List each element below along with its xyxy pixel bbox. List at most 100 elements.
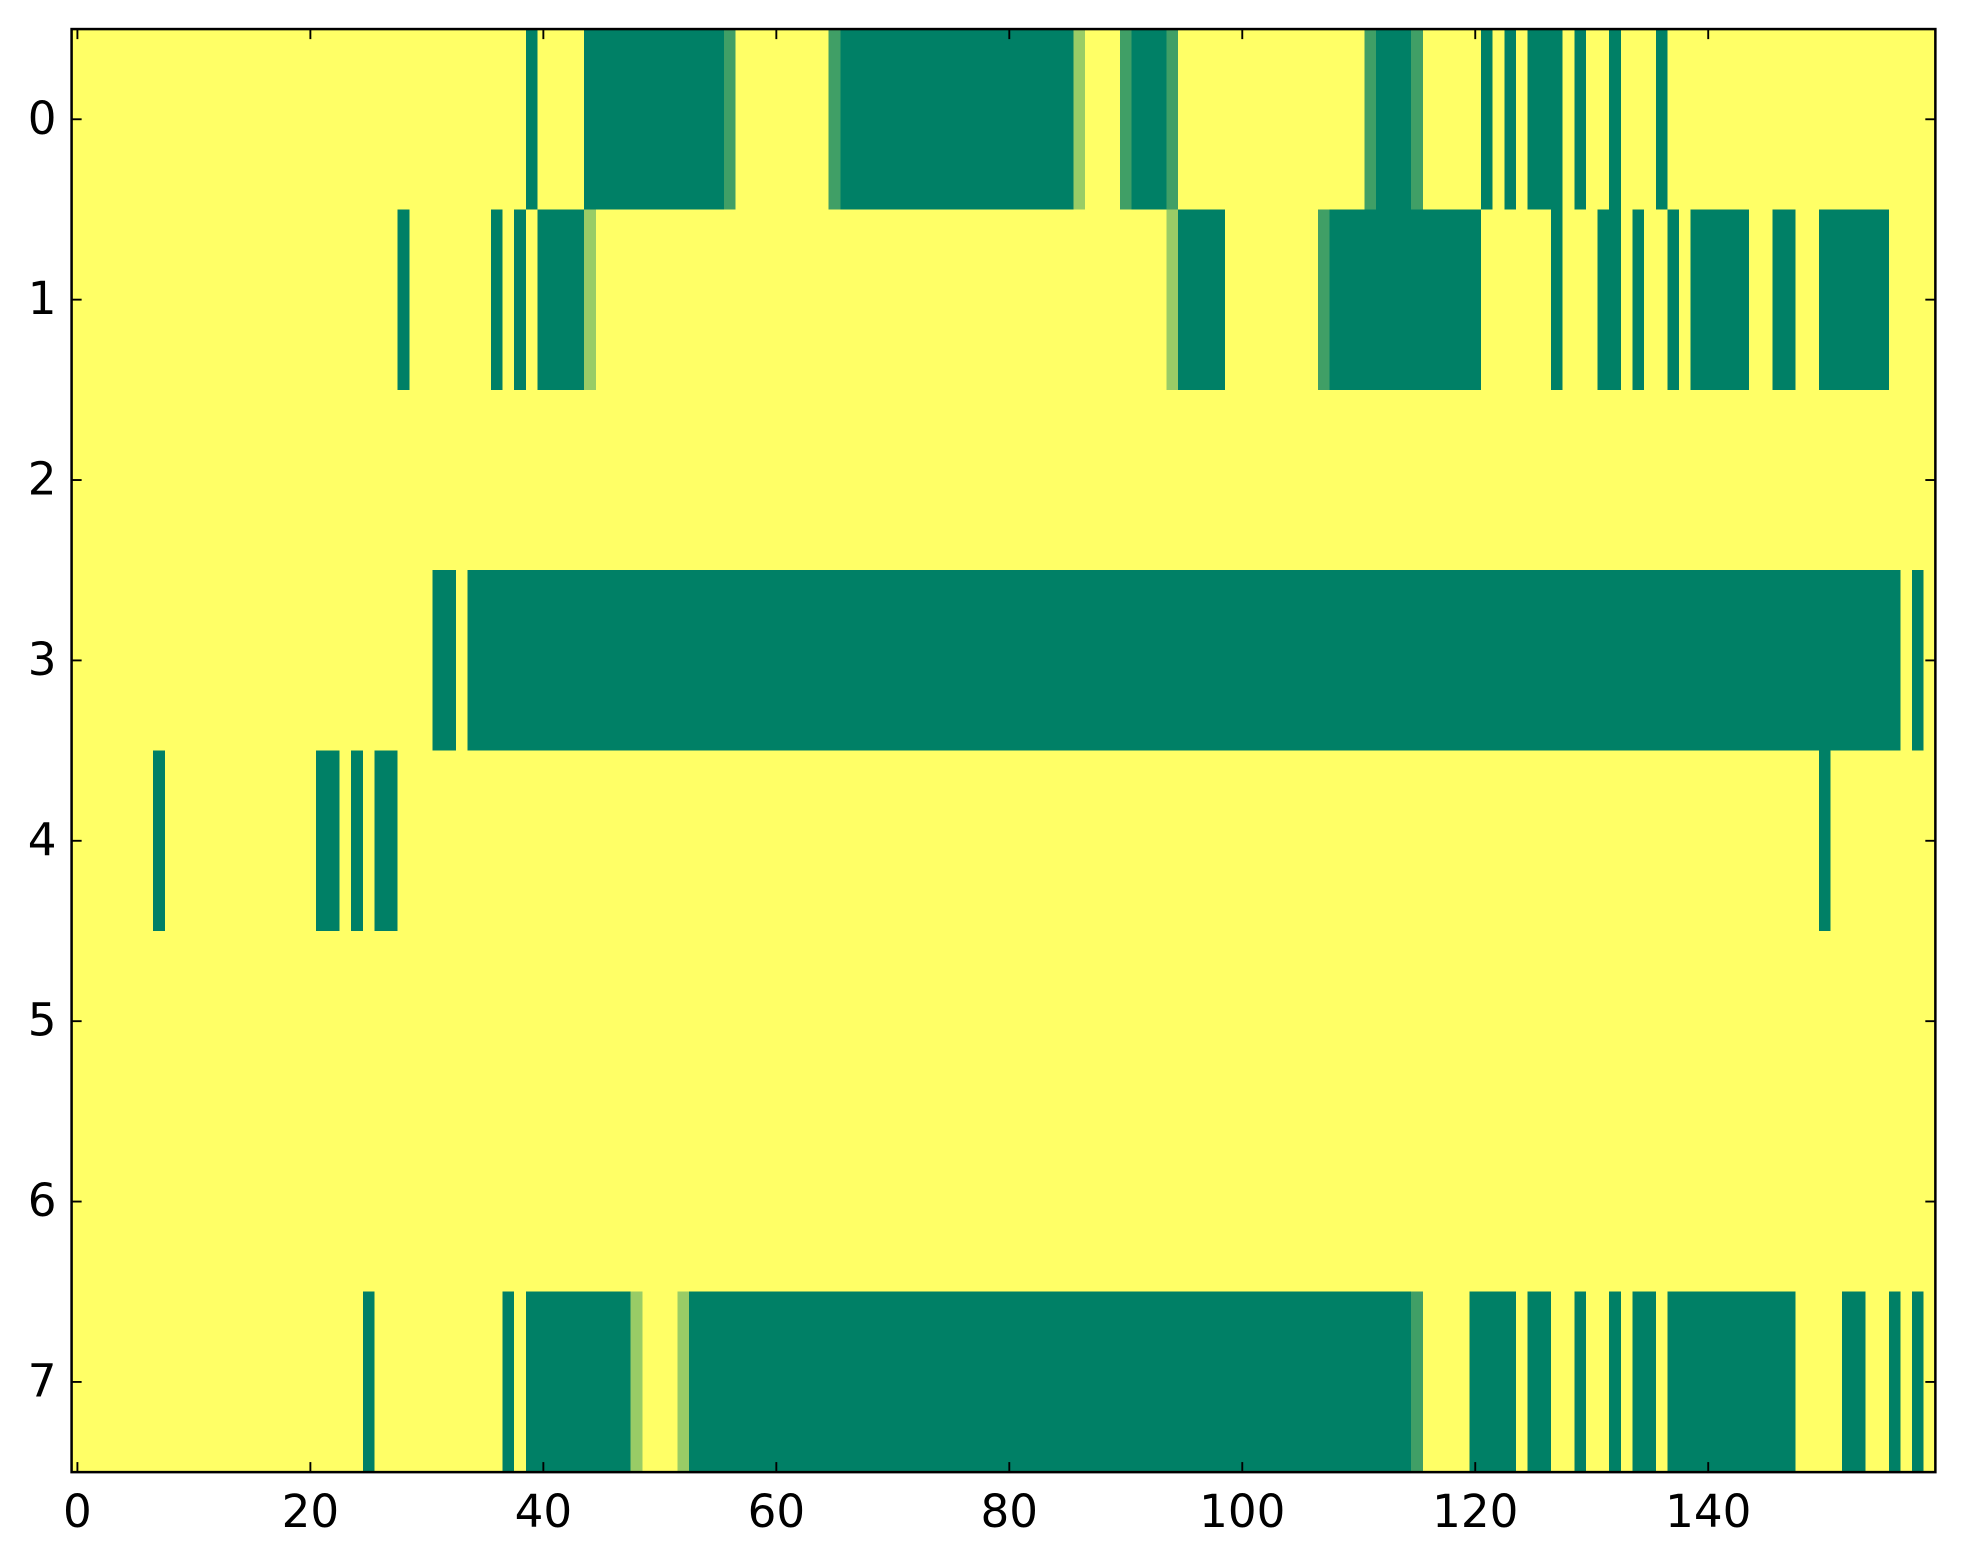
cell <box>921 389 935 571</box>
cell <box>1830 389 1843 571</box>
cell <box>199 1111 213 1293</box>
cell <box>141 29 154 211</box>
cell <box>1888 930 1902 1113</box>
cell <box>1236 1291 1249 1473</box>
cell <box>1481 570 1494 752</box>
cell <box>735 1291 748 1473</box>
cell <box>1807 1111 1820 1293</box>
cell <box>1248 1111 1261 1293</box>
cell <box>677 570 690 752</box>
cell <box>758 209 772 391</box>
cell <box>304 389 317 571</box>
cell <box>805 750 818 932</box>
cell <box>1550 570 1564 752</box>
cell <box>1504 209 1517 391</box>
cell <box>1492 1291 1506 1473</box>
cell <box>1446 570 1459 752</box>
cell <box>1632 209 1645 391</box>
cell <box>758 1291 772 1473</box>
cell <box>1050 29 1063 211</box>
cell <box>735 29 748 211</box>
cell <box>1341 1291 1354 1473</box>
cell <box>1108 750 1121 932</box>
cell <box>805 570 818 752</box>
cell <box>1807 1291 1820 1473</box>
cell <box>490 29 504 211</box>
cell <box>374 570 387 752</box>
cell <box>118 29 131 211</box>
cell <box>199 389 213 571</box>
cell <box>700 29 714 211</box>
cell <box>211 750 224 932</box>
cell <box>1679 209 1692 391</box>
cell <box>1131 570 1145 752</box>
cell <box>118 930 131 1113</box>
cell <box>1481 389 1494 571</box>
cell <box>1376 1291 1389 1473</box>
cell <box>106 930 119 1113</box>
cell <box>1760 570 1774 752</box>
cell <box>1714 389 1727 571</box>
cell <box>211 930 224 1113</box>
cell <box>1411 570 1424 752</box>
cell <box>1772 930 1785 1113</box>
cell <box>1294 209 1308 391</box>
cell <box>421 930 434 1113</box>
cell <box>234 570 248 752</box>
cell <box>1085 389 1098 571</box>
cell <box>1795 570 1808 752</box>
cell <box>327 570 341 752</box>
cell <box>467 389 481 571</box>
cell <box>1446 209 1459 391</box>
cell <box>1119 750 1133 932</box>
cell <box>782 29 795 211</box>
cell <box>1341 29 1354 211</box>
cell <box>1842 570 1855 752</box>
cell <box>153 570 166 752</box>
cell <box>1352 750 1366 932</box>
cell <box>269 930 283 1113</box>
cell <box>1085 209 1098 391</box>
cell <box>1574 570 1587 752</box>
cell <box>933 1291 946 1473</box>
cell <box>1387 389 1401 571</box>
cell <box>1283 930 1296 1113</box>
cell <box>654 209 667 391</box>
cell <box>304 1111 317 1293</box>
cell <box>234 29 248 211</box>
cell <box>1213 570 1226 752</box>
cell <box>176 570 189 752</box>
cell <box>898 389 912 571</box>
cell <box>712 209 725 391</box>
cell <box>1236 930 1249 1113</box>
cell <box>549 1111 562 1293</box>
cell <box>1632 750 1645 932</box>
cell <box>1853 209 1867 391</box>
cell <box>246 1291 259 1473</box>
cell <box>479 750 492 932</box>
cell <box>467 750 481 932</box>
cell <box>560 389 574 571</box>
cell <box>1504 1291 1517 1473</box>
cell <box>735 209 748 391</box>
cell <box>1085 570 1098 752</box>
cell <box>281 389 294 571</box>
cell <box>1131 930 1145 1113</box>
cell <box>1504 930 1517 1113</box>
cell <box>1748 209 1762 391</box>
cell <box>1877 1111 1890 1293</box>
cell <box>444 570 457 752</box>
cell <box>246 930 259 1113</box>
cell <box>595 389 609 571</box>
cell <box>1224 930 1238 1113</box>
cell <box>141 209 154 391</box>
cell <box>898 570 912 752</box>
cell <box>607 389 620 571</box>
cell <box>1690 389 1704 571</box>
cell <box>1178 29 1191 211</box>
cell <box>1317 389 1331 571</box>
cell <box>875 750 888 932</box>
cell <box>1317 930 1331 1113</box>
cell <box>1853 1291 1867 1473</box>
cell <box>1050 750 1063 932</box>
